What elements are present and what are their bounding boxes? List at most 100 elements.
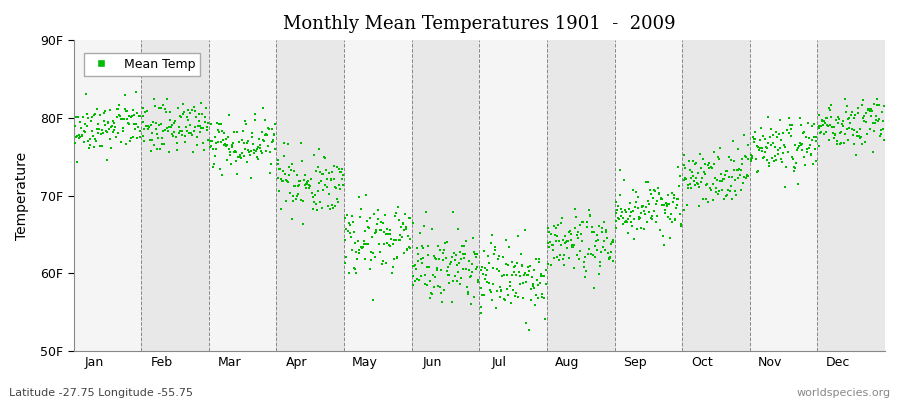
Point — [566, 242, 580, 248]
Point — [816, 122, 831, 128]
Point — [111, 106, 125, 113]
Point — [163, 116, 177, 123]
Point — [272, 188, 286, 194]
Point — [138, 109, 152, 115]
Point — [71, 114, 86, 121]
Point — [590, 246, 605, 253]
Point — [183, 121, 197, 128]
Point — [548, 225, 562, 231]
Point — [243, 148, 257, 154]
Point — [809, 134, 824, 140]
Point — [287, 168, 302, 174]
Point — [388, 210, 402, 216]
Point — [765, 155, 779, 161]
Point — [812, 124, 826, 131]
Point — [528, 301, 543, 308]
Point — [302, 183, 317, 190]
Point — [526, 267, 541, 274]
Point — [580, 219, 594, 225]
Point — [843, 120, 858, 127]
Point — [668, 217, 682, 224]
Point — [772, 131, 787, 138]
Point — [729, 192, 743, 198]
Y-axis label: Temperature: Temperature — [15, 152, 29, 240]
Point — [123, 114, 138, 120]
Point — [230, 171, 244, 178]
Point — [436, 250, 451, 256]
Point — [428, 255, 442, 261]
Point — [86, 133, 100, 139]
Point — [307, 152, 321, 158]
Point — [120, 115, 134, 122]
Point — [336, 182, 350, 188]
Point — [413, 256, 428, 262]
Point — [380, 226, 394, 233]
Point — [146, 119, 160, 125]
Point — [788, 168, 802, 174]
Point — [535, 270, 549, 277]
Point — [148, 103, 162, 109]
Point — [755, 148, 770, 154]
Point — [612, 192, 626, 198]
Point — [843, 112, 858, 118]
Point — [825, 124, 840, 130]
Point — [635, 203, 650, 210]
Point — [220, 134, 235, 140]
Point — [745, 153, 760, 160]
Point — [579, 268, 593, 274]
Point — [248, 111, 262, 117]
Point — [222, 145, 237, 152]
Point — [310, 188, 325, 194]
Point — [633, 215, 647, 222]
Point — [303, 176, 318, 182]
Point — [318, 154, 332, 161]
Point — [686, 157, 700, 164]
Point — [245, 130, 259, 136]
Point — [273, 166, 287, 172]
Point — [734, 155, 749, 162]
Point — [394, 234, 409, 240]
Point — [131, 124, 146, 130]
Point — [650, 213, 664, 219]
Point — [725, 173, 740, 180]
Point — [115, 116, 130, 122]
Point — [262, 126, 276, 132]
Point — [667, 194, 681, 201]
Point — [91, 130, 105, 136]
Point — [747, 136, 761, 142]
Point — [429, 267, 444, 273]
Point — [426, 272, 440, 278]
Point — [153, 121, 167, 127]
Point — [862, 106, 877, 112]
Point — [658, 210, 672, 216]
Point — [323, 177, 338, 184]
Point — [339, 254, 354, 260]
Point — [593, 249, 608, 256]
Point — [79, 111, 94, 117]
Point — [618, 206, 633, 213]
Point — [221, 112, 236, 118]
Point — [725, 138, 740, 144]
Point — [828, 131, 842, 138]
Point — [382, 231, 397, 238]
Point — [299, 185, 313, 192]
Point — [532, 256, 546, 262]
Point — [446, 278, 460, 284]
Point — [460, 284, 474, 290]
Point — [399, 224, 413, 230]
Point — [334, 168, 348, 175]
Point — [778, 144, 792, 150]
Point — [315, 170, 329, 177]
Point — [238, 146, 252, 153]
Point — [543, 228, 557, 235]
Bar — [480, 40, 547, 351]
Point — [489, 305, 503, 312]
Point — [345, 247, 359, 254]
Point — [777, 142, 791, 148]
Point — [76, 114, 90, 120]
Point — [833, 130, 848, 136]
Point — [167, 120, 182, 126]
Point — [518, 278, 533, 285]
Point — [806, 161, 821, 167]
Point — [818, 120, 832, 126]
